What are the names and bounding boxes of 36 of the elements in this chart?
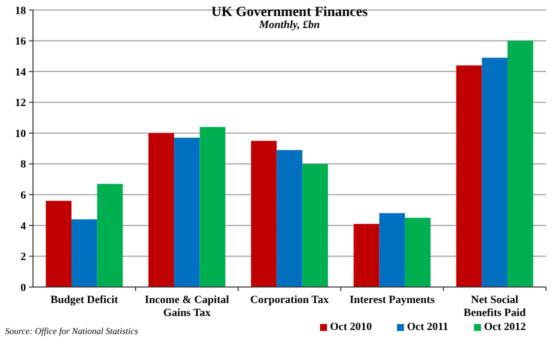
x-tick-label: Corporation Tax — [250, 294, 330, 306]
y-tick-label: 4 — [20, 220, 26, 232]
y-tick-label: 8 — [20, 158, 26, 171]
bar — [482, 58, 508, 287]
y-tick-label: 2 — [20, 251, 26, 264]
y-tick-label: 10 — [15, 128, 26, 140]
x-tick-label: Net Social Benefits Paid — [464, 294, 526, 319]
x-tick-label: Budget Deficit — [50, 294, 118, 306]
x-tick-label: Interest Payments — [350, 294, 436, 306]
legend-label: Oct 2010 — [330, 321, 372, 333]
text: Monthly, £bn — [258, 19, 320, 31]
chart-title: UK Government Finances — [211, 5, 368, 20]
legend-label: Oct 2011 — [407, 321, 448, 333]
y-tick-label: 6 — [20, 190, 26, 202]
y-tick-label: 18 — [15, 4, 26, 17]
bar — [251, 140, 277, 287]
bar — [404, 218, 431, 287]
bar — [276, 150, 302, 287]
bar — [97, 184, 123, 287]
bar — [508, 40, 534, 287]
bar — [148, 133, 174, 287]
bar — [379, 213, 405, 287]
bar — [174, 138, 200, 287]
legend-label: Oct 2012 — [484, 321, 526, 333]
y-tick-label: 0 — [20, 282, 26, 294]
y-tick-label: 16 — [15, 36, 26, 48]
bar — [456, 65, 482, 287]
bar — [302, 164, 328, 287]
source-note: Source: Office for National Statistics — [5, 326, 139, 336]
y-tick-label: 12 — [15, 97, 26, 110]
y-tick-label: 14 — [15, 66, 26, 78]
bar — [200, 126, 226, 287]
bar — [354, 224, 380, 287]
x-tick-label: Income & Capital Gains Tax — [144, 294, 230, 319]
bar — [71, 219, 98, 287]
bar — [46, 200, 72, 287]
